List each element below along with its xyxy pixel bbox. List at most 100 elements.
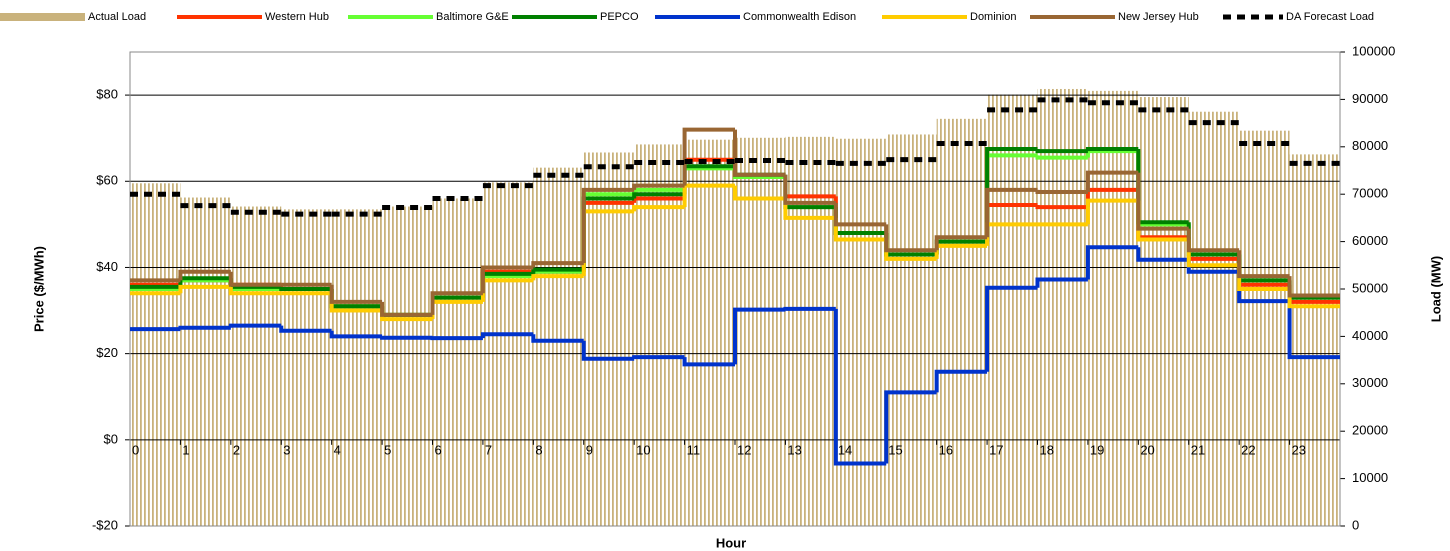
load-bar [1138,97,1189,526]
load-bar [1289,154,1340,526]
step-segment [1085,170,1139,193]
step-segment [934,369,988,393]
x-tick-label: 1 [182,442,189,457]
legend-label: DA Forecast Load [1286,11,1374,23]
legend-label: PEPCO [600,11,639,23]
y2-tick-label: 60000 [1352,233,1388,248]
load-bar [130,183,181,526]
x-tick-label: 15 [888,442,902,457]
step-segment [1035,277,1088,288]
load-bar [331,209,383,527]
y2-tick-label: 50000 [1352,280,1388,295]
y2-tick-label: 90000 [1352,91,1388,106]
load-bar [987,94,1038,526]
x-tick-label: 11 [687,442,701,457]
load-bar [230,206,282,527]
load-bar [684,139,735,526]
step-segment [430,291,483,315]
step-segment [632,355,685,360]
step-segment [531,334,584,343]
x-tick-label: 9 [586,442,593,457]
step-segment [581,340,635,361]
step-segment [632,183,685,190]
legend-label: Baltimore G&E [436,11,509,23]
load-bar [735,137,786,526]
load-bar [482,182,534,526]
x-tick-label: 12 [737,442,751,457]
y2-tick-label: 40000 [1352,328,1388,343]
step-segment [531,261,584,268]
x-tick-label: 16 [939,442,953,457]
x-tick-label: 14 [838,442,852,457]
x-tick-label: 2 [233,442,240,457]
step-segment [1085,245,1139,280]
x-tick-label: 17 [989,442,1003,457]
load-bar [382,206,433,527]
x-tick-label: 20 [1140,442,1154,457]
legend-label: Actual Load [88,11,146,23]
step-segment [178,284,231,294]
step-segment [581,187,635,264]
y2-tick-label: 70000 [1352,186,1388,201]
load-bar [886,134,937,526]
y2-tick-label: 30000 [1352,375,1388,390]
x-tick-label: 19 [1090,442,1104,457]
x-tick-label: 3 [283,442,290,457]
legend-label: Western Hub [265,11,329,23]
y2-tick-label: 0 [1352,517,1359,532]
load-bar [583,152,635,526]
step-segment [783,174,836,205]
y-tick-label: $60 [96,173,118,188]
step-segment [228,323,282,328]
y2-axis-title: Load (MW) [1428,256,1443,322]
x-tick-label: 13 [787,442,801,457]
step-segment [783,198,836,220]
step-segment [1035,155,1088,160]
x-axis-title: Hour [716,535,746,550]
legend-label: Dominion [970,11,1016,23]
step-segment [1085,146,1139,152]
y2-tick-label: 100000 [1352,43,1395,58]
load-bar [533,167,584,526]
x-tick-label: 6 [435,442,442,457]
load-bar [281,209,332,527]
x-tick-label: 0 [132,442,139,457]
y-tick-label: -$20 [92,517,118,532]
step-segment [480,265,534,294]
step-segment [833,202,887,227]
y-tick-label: $40 [96,259,118,274]
legend-label: Commonwealth Edison [743,11,856,23]
step-segment [178,269,231,281]
load-bar [835,138,887,526]
legend-swatch [0,13,85,21]
step-segment [934,235,988,251]
load-bar [634,144,685,526]
step-segment [1085,198,1139,225]
step-segment [380,335,433,340]
step-segment [783,306,836,311]
step-segment [228,286,282,296]
step-segment [1035,148,1088,154]
step-segment [1136,247,1189,262]
load-bar [1188,111,1240,526]
y-axis-title: Price ($/MWh) [31,246,46,332]
x-tick-label: 22 [1241,442,1255,457]
load-bar [936,118,988,527]
step-segment [833,308,887,466]
x-tick-label: 4 [334,442,341,457]
step-segment [1035,189,1088,195]
step-segment [279,325,332,333]
step-segment [380,301,433,317]
x-tick-label: 8 [535,442,542,457]
step-segment [1136,172,1189,231]
step-segment [632,205,685,212]
x-tick-label: 5 [384,442,391,457]
x-tick-label: 21 [1191,442,1205,457]
load-bar [432,198,483,526]
step-segment [1186,228,1240,253]
step-segment [480,332,534,339]
y2-tick-label: 20000 [1352,423,1388,438]
legend-label: New Jersey Hub [1118,11,1199,23]
y-tick-label: $20 [96,345,118,360]
